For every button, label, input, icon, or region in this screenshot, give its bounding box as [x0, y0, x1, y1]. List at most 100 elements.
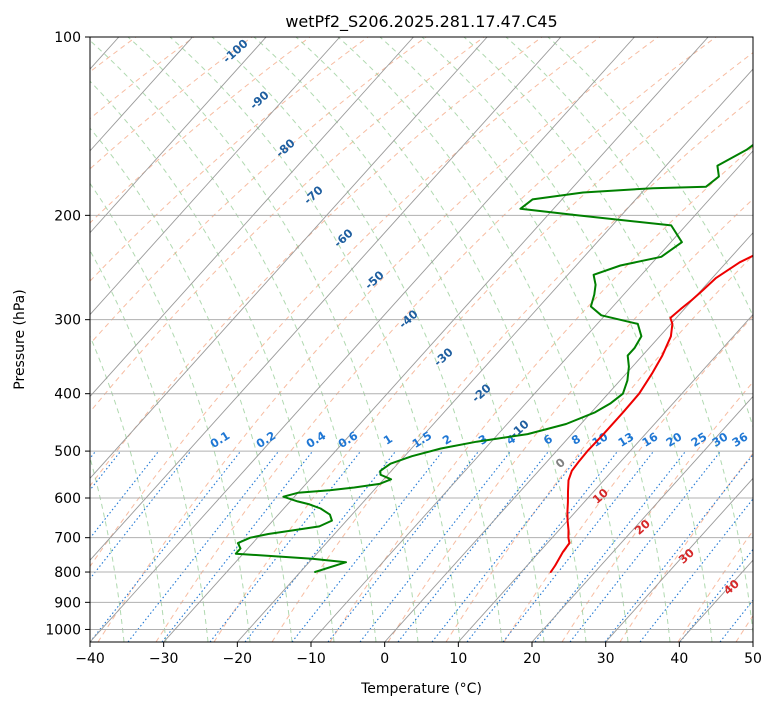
mixing-ratio-line: [90, 451, 191, 580]
moist-adiabat-label: -80: [273, 136, 298, 160]
mixing-ratio-line: [291, 451, 443, 642]
isotherm-line: [90, 37, 414, 398]
isotherm-line: [90, 37, 341, 316]
isotherm-label: 10: [590, 485, 611, 506]
dry-adiabat-line: [90, 37, 195, 120]
y-tick-label: 200: [54, 208, 81, 224]
mixing-ratio-line: [359, 451, 511, 642]
y-axis-ticks: 100 200 300 400 500 600 700 800 900 1000: [45, 30, 90, 638]
moist-adiabat-line: [463, 37, 753, 638]
mixing-ratio-label: 0.2: [254, 428, 279, 451]
x-tick-label: 30: [597, 651, 615, 667]
background-lines: [90, 37, 753, 642]
moist-adiabat-label: -90: [247, 88, 272, 112]
mixing-ratio-line: [127, 451, 279, 642]
mixing-ratio-label: 2: [440, 432, 454, 448]
moist-adiabat-label: -50: [362, 268, 387, 292]
mixing-ratio-label: 0.1: [208, 428, 233, 451]
x-tick-label: 40: [670, 651, 688, 667]
pressure-grid: [90, 37, 753, 630]
dry-adiabat-line: [90, 37, 485, 413]
isotherm-line: [90, 37, 562, 561]
mixing-ratio-line: [719, 599, 753, 642]
y-tick-label: 400: [54, 387, 81, 403]
mixing-ratio-label: 36: [729, 429, 750, 449]
isotherm-line: [90, 37, 193, 152]
y-axis-label: Pressure (hPa): [12, 289, 28, 389]
plot-frame: [89, 36, 754, 643]
dry-adiabat-line: [97, 37, 659, 642]
moist-adiabat-line: [90, 127, 293, 642]
mixing-ratio-label: 16: [639, 429, 660, 449]
x-tick-label: −40: [75, 651, 105, 667]
moist-adiabat-line: [90, 182, 251, 642]
dry-adiabat-line: [271, 97, 753, 642]
moist-adiabat-line: [295, 37, 587, 642]
moist-adiabat-label: -70: [301, 183, 326, 207]
mixing-ratio-line: [161, 451, 313, 642]
y-tick-label: 1000: [45, 622, 81, 638]
dry-adiabat-line: [213, 52, 753, 642]
moist-adiabat-label: -20: [469, 381, 494, 405]
dry-adiabat-line: [90, 37, 543, 487]
isotherm-line: [457, 313, 753, 642]
x-tick-label: 10: [449, 651, 467, 667]
mixing-ratio-line: [397, 451, 549, 642]
isotherm-line: [384, 232, 753, 642]
dry-adiabat-line: [90, 37, 253, 170]
mixing-ratio-label: 0.4: [304, 428, 329, 451]
x-tick-label: −10: [296, 651, 326, 667]
isotherm-line: [90, 37, 488, 479]
mixing-ratio-line: [90, 451, 96, 460]
dry-adiabat-line: [90, 37, 427, 345]
isotherm-line: [90, 37, 635, 642]
mixing-ratio-line: [639, 497, 753, 642]
isotherm-line: [531, 395, 753, 642]
isotherm-line: [236, 68, 753, 642]
mixing-ratio-line: [569, 451, 721, 642]
moist-adiabat-line: [169, 37, 461, 642]
isotherm-label: 30: [676, 545, 697, 566]
mixing-ratio-line: [90, 451, 241, 642]
isotherm-line: [90, 37, 267, 234]
mixing-ratio-label: 20: [663, 429, 684, 449]
y-tick-label: 900: [54, 595, 81, 611]
x-tick-label: −30: [149, 651, 179, 667]
dry-adiabat-line: [90, 37, 311, 224]
moist-adiabat-label: -60: [331, 226, 356, 250]
moist-adiabat-line: [90, 80, 335, 642]
y-tick-label: 800: [54, 565, 81, 581]
mixing-ratio-line: [604, 453, 753, 642]
chart-title: wetPf2_S206.2025.281.17.47.C45: [285, 12, 557, 32]
dry-adiabat-line: [445, 254, 753, 642]
x-axis-label: Temperature (°C): [360, 681, 482, 697]
isotherm-line: [605, 477, 753, 642]
dry-adiabat-line: [735, 614, 753, 642]
moist-adiabat-line: [211, 37, 503, 642]
mixing-ratio-line: [209, 451, 361, 642]
mixing-ratio-label: 30: [709, 429, 730, 449]
mixing-ratio-label: 1.5: [410, 428, 435, 451]
mixing-ratio-line: [244, 451, 396, 642]
moist-adiabat-line: [90, 249, 209, 642]
isotherm-line: [752, 641, 753, 642]
y-tick-label: 100: [54, 30, 81, 46]
dry-adiabat-line: [387, 198, 753, 642]
x-tick-label: −20: [223, 651, 253, 667]
dry-adiabat-line: [155, 37, 717, 642]
y-tick-label: 700: [54, 531, 81, 547]
x-tick-label: 50: [744, 651, 762, 667]
isotherm-label: 0: [553, 455, 568, 471]
y-tick-label: 300: [54, 313, 81, 329]
x-tick-label: 0: [380, 651, 389, 667]
moist-adiabat-labels: -100-90-80-70-60-50-40-30-20-10: [220, 37, 532, 441]
mixing-ratio-line: [679, 548, 753, 642]
dry-adiabat-line: [90, 37, 601, 568]
mixing-ratio-line: [466, 451, 618, 642]
sounding-series: [234, 143, 753, 573]
dewpoint-series-line: [234, 143, 753, 573]
